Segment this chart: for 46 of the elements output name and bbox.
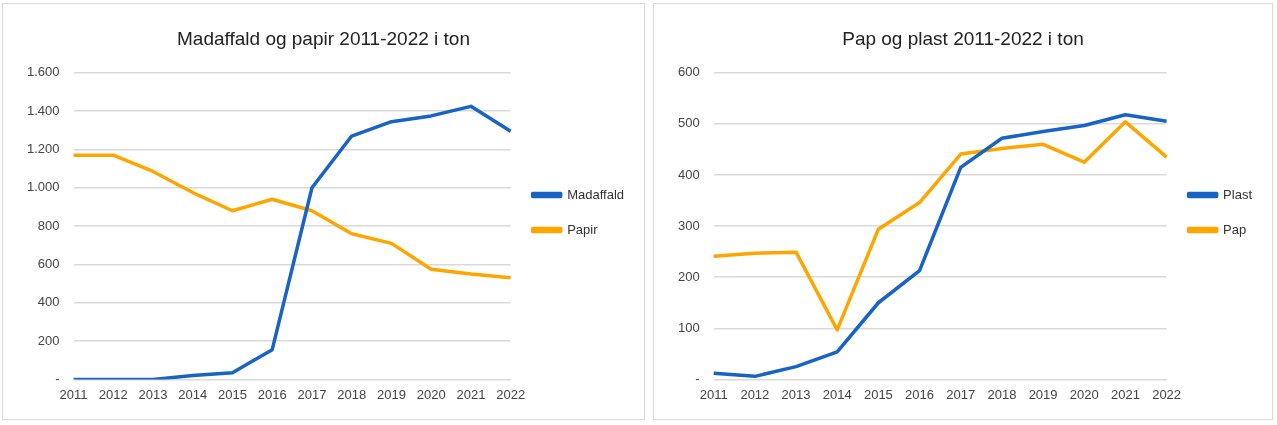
x-tick-label: 2020 [416, 386, 446, 402]
x-tick-label: 2014 [822, 386, 852, 402]
x-tick-label: 2013 [138, 386, 168, 402]
y-tick-label: 1.000 [26, 179, 60, 195]
x-tick-label: 2016 [257, 386, 287, 402]
x-tick-label: 2019 [376, 386, 406, 402]
legend-label: Madaffald [567, 186, 624, 202]
x-tick-label: 2018 [337, 386, 367, 402]
legend-label: Pap [1223, 221, 1247, 237]
chart-title: Madaffald og papir 2011-2022 i ton [177, 27, 470, 49]
x-tick-label: 2022 [496, 386, 526, 402]
x-tick-label: 2021 [1110, 386, 1140, 402]
x-tick-label: 2021 [456, 386, 486, 402]
x-tick-label: 2017 [946, 386, 976, 402]
legend-label: Papir [567, 221, 599, 237]
y-tick-label: 800 [37, 217, 60, 233]
x-tick-label: 2015 [863, 386, 893, 402]
x-tick-label: 2020 [1069, 386, 1099, 402]
x-tick-label: 2017 [297, 386, 327, 402]
y-tick-label: 200 [37, 332, 60, 348]
x-tick-label: 2018 [987, 386, 1017, 402]
y-tick-label: - [55, 370, 60, 386]
y-tick-label: 500 [677, 115, 700, 131]
x-tick-label: 2019 [1028, 386, 1058, 402]
x-tick-label: 2016 [905, 386, 935, 402]
chart-title: Pap og plast 2011-2022 i ton [842, 27, 1084, 49]
x-tick-label: 2015 [218, 386, 247, 402]
x-tick-label: 2022 [1152, 386, 1182, 402]
x-tick-label: 2011 [699, 386, 728, 402]
y-tick-label: 400 [37, 294, 60, 310]
y-tick-label: - [695, 370, 700, 386]
y-tick-label: 300 [677, 217, 700, 233]
y-tick-label: 200 [677, 268, 700, 284]
x-tick-label: 2012 [740, 386, 770, 402]
y-tick-label: 1.400 [26, 102, 60, 118]
y-tick-label: 600 [37, 256, 60, 271]
x-tick-label: 2014 [178, 386, 208, 402]
x-tick-label: 2013 [781, 386, 811, 402]
x-tick-label: 2011 [59, 386, 88, 402]
legend-label: Plast [1223, 186, 1253, 202]
y-tick-label: 400 [677, 166, 700, 182]
y-tick-label: 600 [677, 64, 700, 80]
y-tick-label: 1.200 [26, 141, 60, 157]
x-tick-label: 2012 [98, 386, 128, 402]
y-tick-label: 100 [677, 319, 700, 335]
y-tick-label: 1.600 [26, 64, 60, 80]
